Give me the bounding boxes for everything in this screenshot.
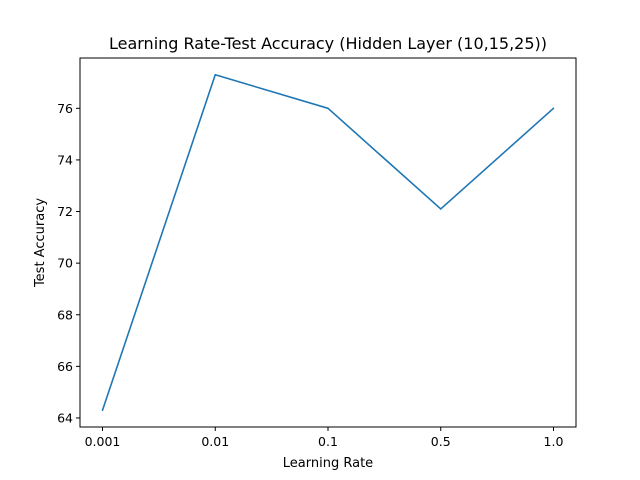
data-point (101, 409, 104, 412)
data-point (327, 107, 329, 110)
series-layer (101, 73, 555, 412)
x-tick-label: 0.1 (318, 434, 338, 449)
x-tick-label: 0.001 (85, 434, 121, 449)
y-tick-label: 66 (57, 359, 73, 374)
x-axis-label: Learning Rate (283, 456, 373, 471)
y-tick-label: 74 (57, 152, 73, 167)
x-tick-label: 1.0 (544, 434, 564, 449)
data-point (439, 208, 442, 210)
y-tick-label: 64 (57, 410, 73, 425)
data-point (552, 107, 555, 110)
plot-area (79, 57, 577, 428)
chart-title: Learning Rate-Test Accuracy (Hidden Laye… (109, 34, 547, 53)
y-tick-label: 70 (57, 256, 73, 271)
x-tick-label: 0.01 (201, 434, 229, 449)
x-axis: 0.001 0.01 0.1 0.5 1.0 (85, 427, 564, 449)
x-tick-label: 0.5 (431, 434, 451, 449)
y-tick-label: 76 (57, 101, 73, 116)
y-axis: 64 66 68 70 72 74 76 (57, 101, 80, 425)
data-point (214, 73, 217, 76)
y-tick-label: 72 (57, 204, 73, 219)
y-tick-label: 68 (57, 307, 73, 322)
y-axis-label: Test Accuracy (33, 198, 48, 288)
